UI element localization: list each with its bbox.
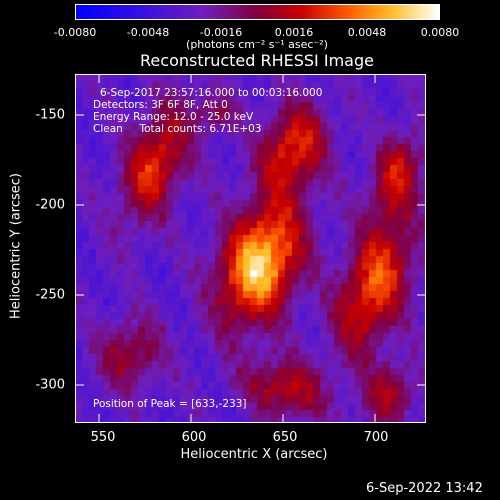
colorbar [75,4,440,20]
rhessi-image [75,74,426,423]
info-energy: Energy Range: 12.0 - 25.0 keV [93,111,254,123]
colorbar-tick: 0.0048 [347,26,387,39]
colorbar-tick: 0.0080 [420,26,460,39]
colorbar-tick: -0.0048 [126,26,170,39]
peak-position: Position of Peak = [633,-233] [93,398,247,410]
x-tick: 600 [181,430,207,445]
info-detectors: Detectors: 3F 6F 8F, Att 0 [93,99,228,111]
x-axis-label: Heliocentric X (arcsec) [180,447,328,462]
y-tick: -300 [35,377,65,393]
y-tick: -200 [35,197,65,213]
x-tick: 550 [90,430,116,445]
image-title: Reconstructed RHESSI Image [140,51,374,70]
colorbar-tick: -0.0080 [53,26,97,39]
colorbar-tick: 0.0016 [274,26,314,39]
info-time: 6-Sep-2017 23:57:16.000 to 00:03:16.000 [100,87,323,99]
x-tick: 650 [272,430,298,445]
info-clean: Clean Total counts: 6.71E+03 [93,123,262,135]
plot-frame [75,74,426,423]
y-axis-label: Heliocentric Y (arcsec) [8,173,24,319]
colorbar-units: (photons cm⁻² s⁻¹ asec⁻²) [186,38,328,51]
footer-timestamp: 6-Sep-2022 13:42 [366,481,483,496]
x-tick: 700 [363,430,389,445]
y-tick: -150 [35,107,65,123]
colorbar-tick: -0.0016 [199,26,243,39]
y-tick: -250 [35,287,65,303]
